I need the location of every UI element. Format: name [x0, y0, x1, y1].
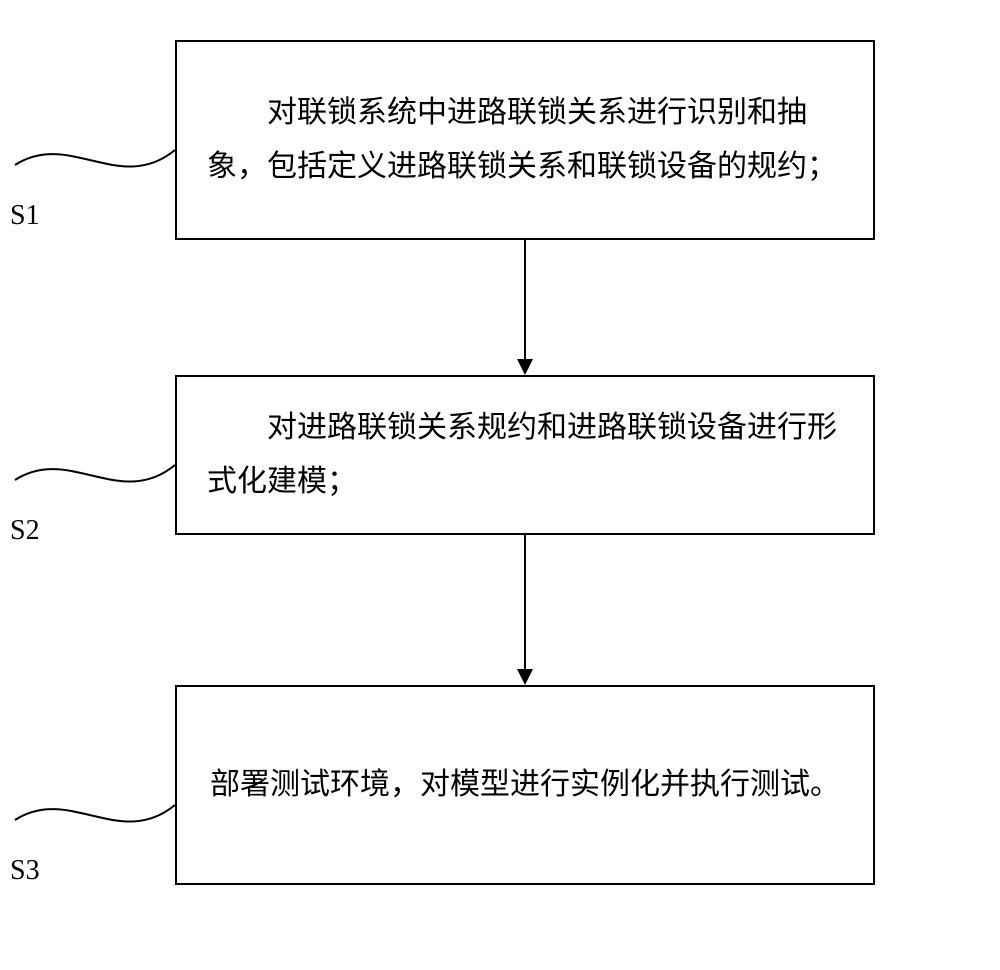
step-box-s3: 部署测试环境，对模型进行实例化并执行测试。 — [175, 685, 875, 885]
arrow-s1-s2 — [524, 240, 526, 359]
flowchart-container: 对联锁系统中进路联锁关系进行识别和抽象，包括定义进路联锁关系和联锁设备的规约； … — [0, 0, 1000, 970]
step-label-s3: S3 — [10, 855, 40, 887]
step-text-s1: 对联锁系统中进路联锁关系进行识别和抽象，包括定义进路联锁关系和联锁设备的规约； — [207, 86, 843, 194]
step-box-s1: 对联锁系统中进路联锁关系进行识别和抽象，包括定义进路联锁关系和联锁设备的规约； — [175, 40, 875, 240]
connector-s3 — [0, 0, 200, 900]
step-text-s3: 部署测试环境，对模型进行实例化并执行测试。 — [210, 758, 840, 812]
arrow-s2-s3 — [524, 535, 526, 669]
step-box-s2: 对进路联锁关系规约和进路联锁设备进行形式化建模； — [175, 375, 875, 535]
arrow-head-s2-s3 — [517, 669, 533, 685]
arrow-head-s1-s2 — [517, 359, 533, 375]
step-text-s2: 对进路联锁关系规约和进路联锁设备进行形式化建模； — [207, 401, 843, 509]
